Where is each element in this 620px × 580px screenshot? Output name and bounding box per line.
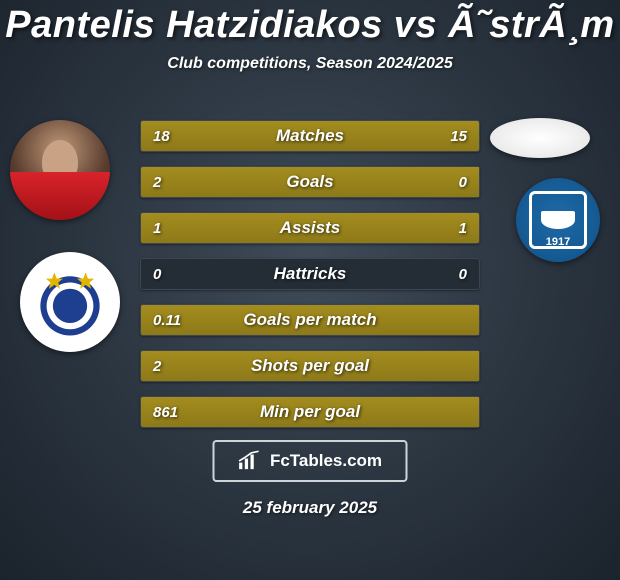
club-left-icon [31, 263, 109, 341]
player-left-avatar [10, 120, 110, 220]
bar-value-left: 861 [153, 397, 178, 427]
stat-row: 1815Matches [140, 120, 480, 152]
stat-row: 0.11Goals per match [140, 304, 480, 336]
bar-label: Hattricks [141, 259, 479, 289]
bar-fill-left [141, 351, 479, 381]
bar-value-left: 2 [153, 167, 161, 197]
bar-fill-left [141, 305, 479, 335]
brand-box[interactable]: FcTables.com [213, 440, 408, 482]
subtitle: Club competitions, Season 2024/2025 [0, 55, 620, 73]
player-right-avatar [490, 118, 590, 158]
stat-row: 0 0Hattricks [140, 258, 480, 290]
brand-text: FcTables.com [270, 451, 382, 471]
bar-value-left: 1 [153, 213, 161, 243]
date-text: 25 february 2025 [243, 498, 377, 518]
bar-value-right: 0 [459, 259, 467, 289]
bar-value-right: 1 [459, 213, 467, 243]
club-left-badge [20, 252, 120, 352]
stat-row: 2Shots per goal [140, 350, 480, 382]
bar-fill-right [310, 213, 479, 243]
brand-chart-icon [238, 450, 264, 472]
page-title: Pantelis Hatzidiakos vs Ã˜strÃ¸m [0, 0, 620, 47]
bar-value-left: 2 [153, 351, 161, 381]
bar-fill-left [141, 167, 479, 197]
bar-value-left: 18 [153, 121, 170, 151]
bar-value-right: 15 [450, 121, 467, 151]
bar-fill-left [141, 213, 310, 243]
bar-fill-left [141, 397, 479, 427]
bar-value-left: 0.11 [153, 305, 181, 335]
stat-row: 861Min per goal [140, 396, 480, 428]
club-right-badge: 1917 [516, 178, 600, 262]
bar-value-right: 0 [459, 167, 467, 197]
bar-value-left: 0 [153, 259, 161, 289]
stat-row: 20Goals [140, 166, 480, 198]
stats-bars: 1815Matches20Goals11Assists00Hattricks0.… [140, 120, 480, 442]
stat-row: 11Assists [140, 212, 480, 244]
club-right-year: 1917 [532, 236, 584, 248]
